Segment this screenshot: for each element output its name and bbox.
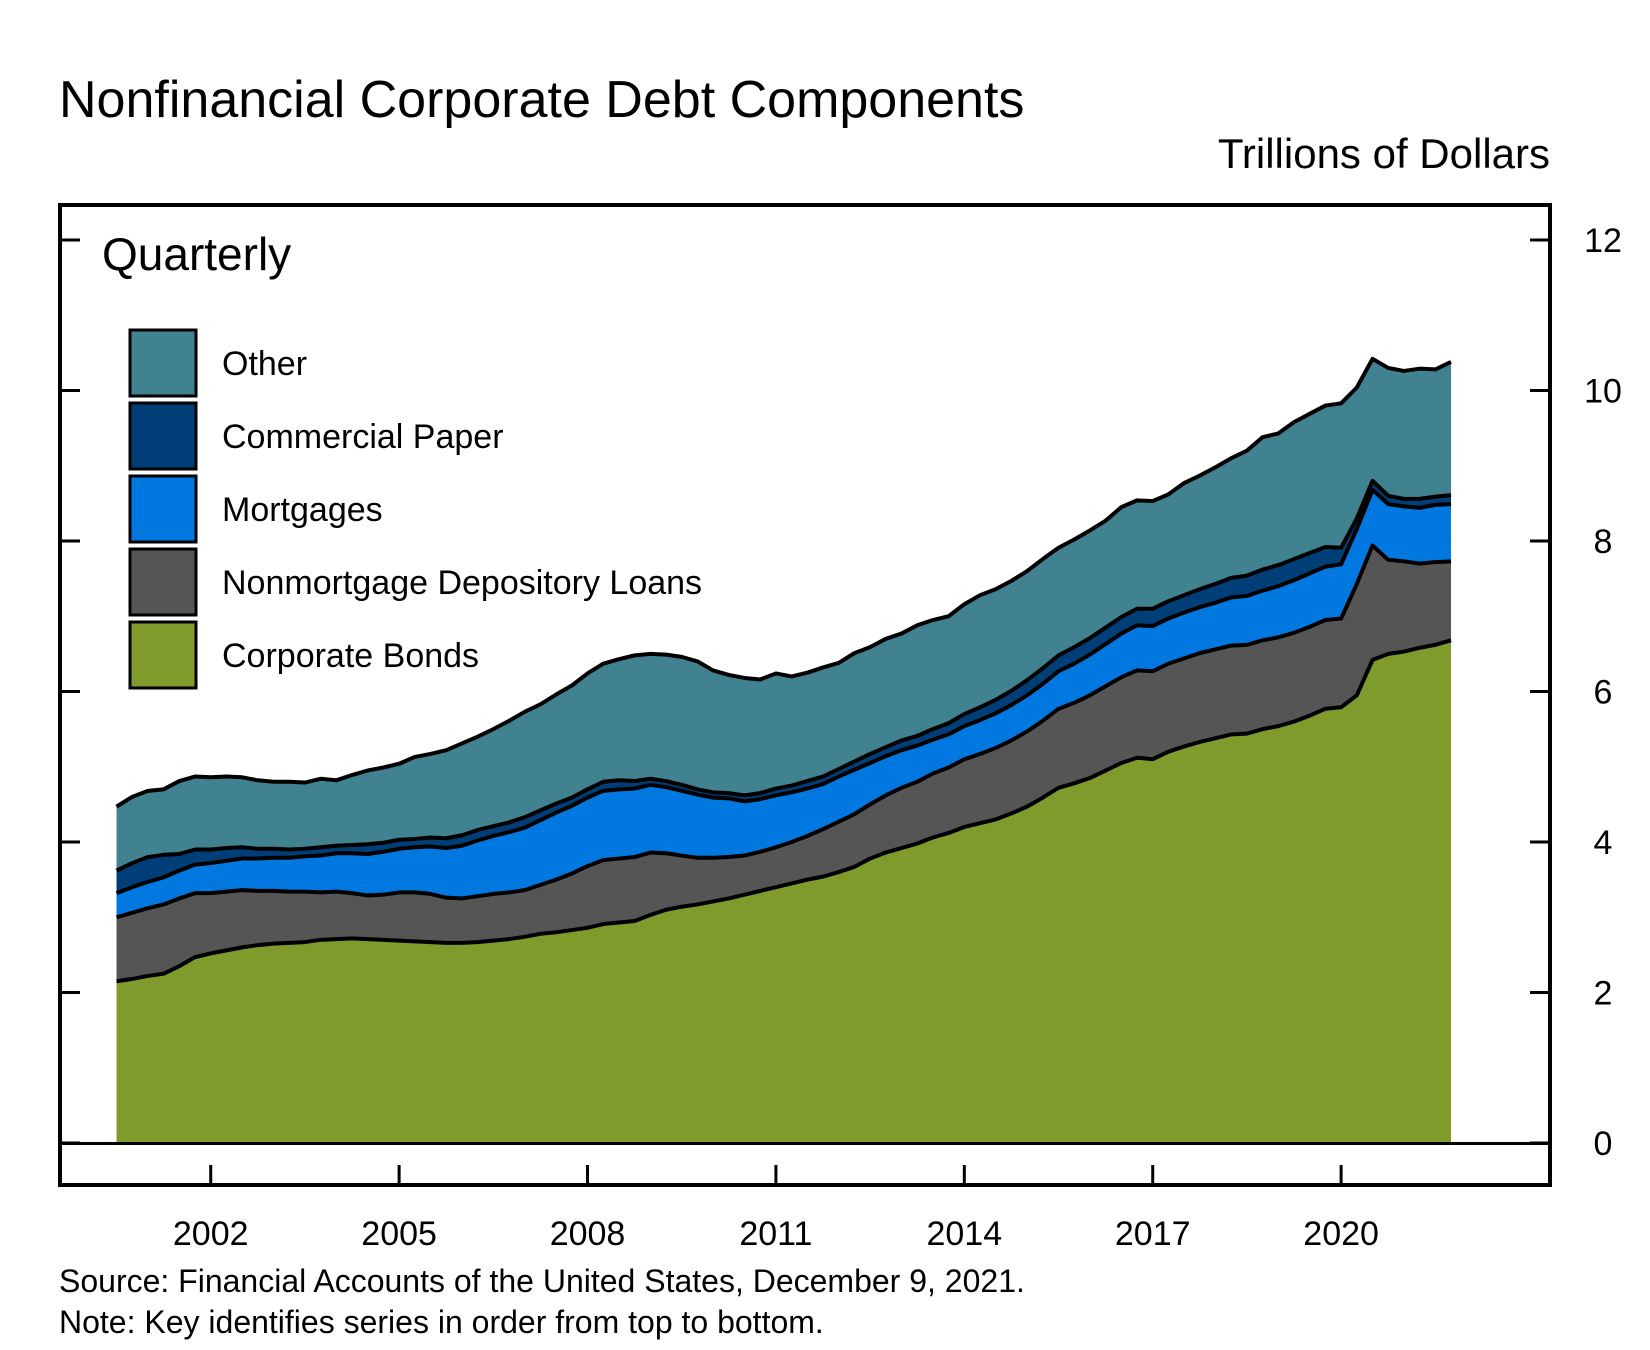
x-tick-label: 2008 (550, 1215, 626, 1253)
y-tick-label: 6 (1594, 674, 1613, 712)
y-axis: 0 2 4 6 8 10 12 (60, 222, 1622, 1163)
x-tick-label: 2014 (926, 1215, 1002, 1253)
legend-label-nonmortgage-depository-loans: Nonmortgage Depository Loans (222, 564, 702, 602)
y-tick-label: 0 (1594, 1125, 1613, 1163)
area-mortgages (116, 489, 1452, 918)
chart-title: Nonfinancial Corporate Debt Components (59, 71, 1024, 129)
outline-corporate-bonds (116, 638, 1452, 984)
legend-label-corporate-bonds: Corporate Bonds (222, 637, 479, 675)
x-tick-label: 2011 (739, 1215, 812, 1253)
x-tick-label: 2020 (1303, 1215, 1379, 1253)
outline-commercial-paper (115, 478, 1452, 873)
area-nonmortgage-depository-loans (116, 545, 1452, 982)
legend-swatch-mortgages (128, 474, 198, 544)
y-tick-label: 4 (1594, 824, 1613, 862)
area-commercial-paper (116, 480, 1452, 894)
x-tick-label: 2002 (173, 1215, 249, 1253)
legend-label-mortgages: Mortgages (222, 491, 383, 529)
x-axis: 2002 2005 2008 2011 2014 2017 2020 (173, 1165, 1379, 1253)
outline-mortgages (115, 487, 1452, 896)
x-tick-label: 2005 (361, 1215, 437, 1253)
outline-nonmortgage-depository-loans (115, 543, 1452, 920)
y-tick-label: 10 (1584, 373, 1622, 411)
source-note: Source: Financial Accounts of the United… (59, 1263, 1025, 1299)
footnote: Note: Key identifies series in order fro… (59, 1304, 824, 1340)
units-label: Trillions of Dollars (1218, 130, 1550, 177)
x-tick-label: 2017 (1115, 1215, 1191, 1253)
legend-swatch-commercial-paper (128, 401, 198, 471)
outline-other (115, 356, 1452, 809)
area-layers (116, 358, 1452, 1143)
legend-swatch-corporate-bonds (128, 620, 198, 690)
legend: Other Commercial Paper Mortgages Nonmortgag… (128, 328, 702, 690)
series-outlines (115, 356, 1452, 984)
frequency-label: Quarterly (102, 228, 291, 280)
y-tick-label: 2 (1594, 975, 1613, 1013)
y-tick-label: 8 (1594, 523, 1613, 561)
plot-frame (58, 203, 1552, 1187)
legend-swatch-nonmortgage-depository-loans (128, 547, 198, 617)
y-tick-label: 12 (1584, 222, 1622, 260)
legend-label-other: Other (222, 345, 307, 383)
legend-swatch-other (128, 328, 198, 398)
legend-label-commercial-paper: Commercial Paper (222, 418, 504, 456)
